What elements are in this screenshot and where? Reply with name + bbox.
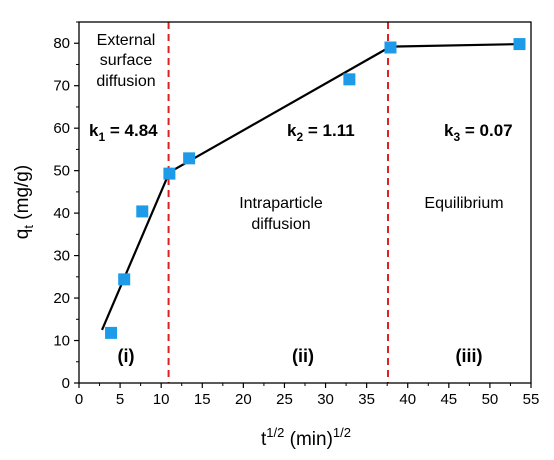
stage-number-1: (i) [118,346,135,366]
y-tick-label: 40 [53,205,70,222]
x-tick-label: 45 [440,391,457,408]
y-tick-label: 70 [53,78,70,95]
k2-value: = 1.11 [303,121,355,140]
stage2-title-line2: diffusion [251,216,310,233]
x-axis-title-unit: (min) [284,429,333,450]
y-tick-label: 30 [53,248,70,265]
data-point [343,73,356,86]
y-tick-label: 50 [53,163,70,180]
k1-value: = 4.84 [105,121,158,140]
x-tick-label: 0 [75,391,83,408]
x-axis-title-base: t [261,429,267,450]
x-tick-label: 30 [317,391,334,408]
k3-sub: 3 [453,130,460,144]
k1-label: k1 = 4.84 [89,121,158,144]
x-tick-label: 5 [116,391,124,408]
stage-number-2: (ii) [292,346,314,366]
x-tick-label: 25 [276,391,293,408]
x-tick-label: 40 [399,391,416,408]
data-point [136,205,149,218]
y-tick-label: 10 [53,333,70,350]
stage2-title-line1: Intraparticle [239,195,323,212]
k3-base: k [444,121,454,140]
stage1-title-line1: External [97,32,156,49]
x-tick-label: 15 [194,391,211,408]
y-axis: 0 10 20 30 40 50 60 70 80 [53,21,79,392]
x-tick-label: 20 [235,391,252,408]
data-points [105,38,526,339]
k1-base: k [89,121,99,140]
k3-value: = 0.07 [460,121,512,140]
k3-label: k3 = 0.07 [444,121,513,144]
x-axis: 0 5 10 15 20 25 30 35 40 45 50 55 [75,383,540,408]
x-tick-label: 35 [358,391,375,408]
fit-lines [100,42,520,331]
fit-line-segment [168,45,392,174]
x-axis-title-sup2: 1/2 [333,425,351,440]
stage1-title-line3: diffusion [96,73,155,90]
data-point [105,326,118,339]
y-tick-label: 0 [62,375,70,392]
y-tick-label: 80 [53,35,70,52]
x-tick-label: 55 [523,391,540,408]
fit-line-segment [100,171,171,331]
y-axis-title-base: q [12,229,33,240]
data-point [513,38,526,51]
stage1-title-line2: surface [100,52,153,69]
data-point [163,167,176,180]
x-tick-label: 50 [482,391,499,408]
data-point [118,273,131,286]
data-point [384,41,397,54]
k1-sub: 1 [98,130,105,144]
y-tick-label: 20 [53,290,70,307]
stage-number-3: (iii) [456,346,483,366]
k2-sub: 2 [296,130,303,144]
y-axis-title-unit: (mg/g) [12,165,33,225]
phase-boundaries [167,22,390,383]
fit-line-segment [390,42,520,48]
y-axis-title-sub: t [21,225,36,229]
x-axis-title: t1/2 (min)1/2 [261,425,351,450]
k2-label: k2 = 1.11 [287,121,355,144]
y-axis-title: qt (mg/g) [12,165,36,239]
x-axis-title-sup1: 1/2 [266,425,284,440]
x-tick-label: 10 [153,391,170,408]
data-point [183,152,196,165]
y-tick-label: 60 [53,120,70,137]
k2-base: k [287,121,297,140]
stage3-title: Equilibrium [424,195,503,212]
